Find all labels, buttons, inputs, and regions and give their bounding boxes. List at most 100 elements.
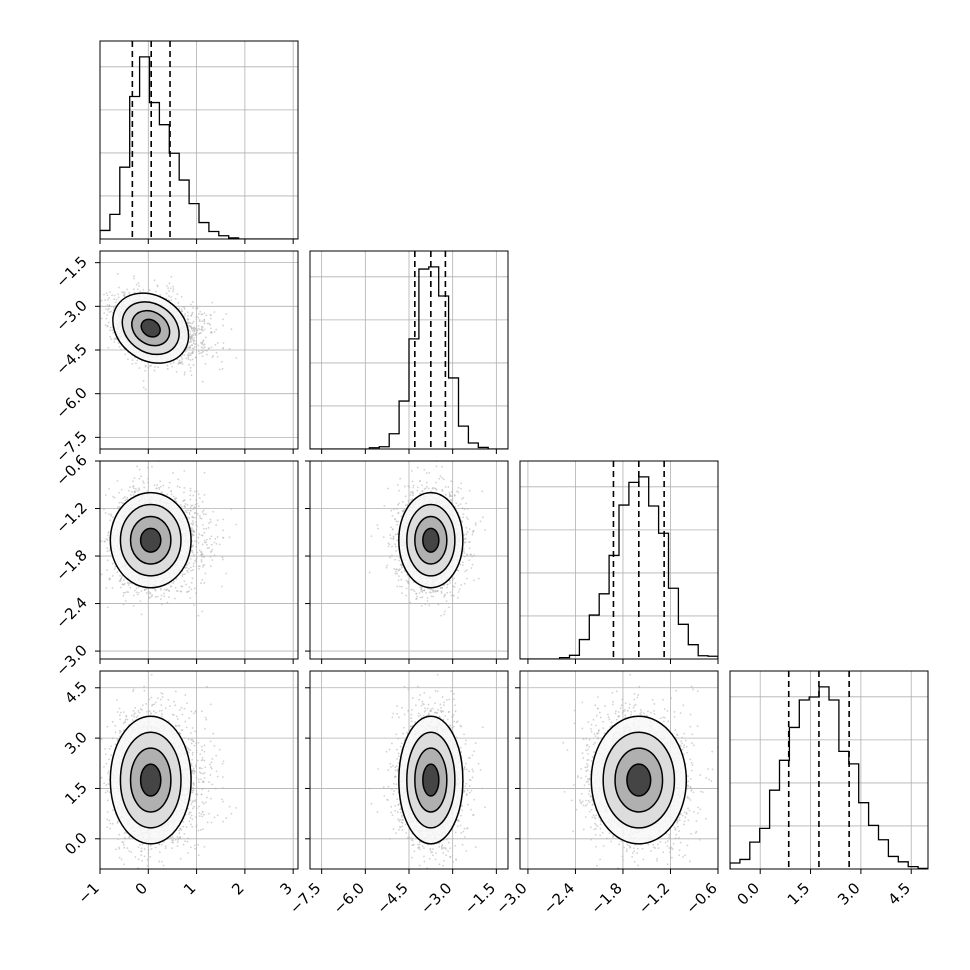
sample-point: [77, 286, 79, 288]
sample-point: [110, 338, 112, 340]
sample-point: [191, 569, 194, 571]
sample-point: [201, 320, 204, 323]
sample-point: [189, 597, 192, 599]
sample-point: [160, 588, 162, 591]
sample-point: [192, 494, 195, 497]
sample-point: [202, 350, 205, 352]
sample-point: [191, 344, 194, 347]
sample-point: [138, 367, 141, 369]
sample-point: [192, 342, 195, 344]
sample-point: [198, 497, 201, 500]
sample-point: [126, 581, 129, 584]
sample-point: [188, 513, 191, 516]
sample-point: [134, 491, 136, 494]
sample-point: [192, 508, 195, 511]
sample-point: [104, 540, 107, 543]
sample-point: [132, 288, 135, 291]
sample-point: [204, 336, 207, 339]
sample-point: [194, 521, 197, 524]
sample-point: [195, 331, 198, 334]
sample-point: [196, 329, 198, 332]
sample-point: [147, 481, 149, 484]
sample-point: [203, 471, 206, 474]
sample-point: [119, 586, 122, 589]
sample-point: [108, 311, 111, 313]
sample-point: [166, 493, 169, 496]
sample-point: [119, 578, 122, 581]
sample-point: [163, 595, 166, 598]
sample-point: [211, 548, 214, 551]
sample-point: [189, 489, 192, 492]
sample-point: [187, 321, 190, 324]
sample-point: [195, 545, 198, 548]
sample-point: [118, 501, 121, 504]
sample-point: [188, 562, 190, 565]
sample-point: [184, 313, 187, 315]
sample-point: [128, 582, 131, 585]
sample-point: [195, 561, 198, 564]
sample-point: [222, 536, 224, 539]
sample-point: [190, 337, 193, 339]
sample-point: [191, 301, 194, 303]
sample-point: [183, 573, 186, 576]
sample-point: [188, 341, 191, 344]
sample-point: [203, 493, 206, 496]
sample-point: [195, 499, 198, 501]
sample-point: [168, 290, 170, 292]
sample-point: [192, 327, 195, 329]
sample-point: [105, 537, 108, 540]
sample-point: [106, 304, 109, 307]
sample-point: [112, 307, 115, 309]
sample-point: [108, 487, 110, 490]
sample-point: [189, 366, 192, 369]
sample-point: [191, 358, 194, 361]
sample-point: [197, 325, 200, 327]
sample-point: [144, 388, 147, 391]
sample-point: [110, 515, 112, 517]
sample-point: [189, 487, 192, 490]
sample-point: [199, 517, 202, 519]
sample-point: [103, 293, 105, 296]
sample-point: [202, 347, 204, 349]
sample-point: [192, 562, 195, 565]
sample-point: [142, 386, 145, 389]
sample-point: [150, 595, 153, 598]
sample-point: [175, 371, 178, 373]
sample-point: [195, 490, 198, 492]
panel-2-0: [93, 458, 299, 664]
panel-frame: [99, 40, 299, 240]
sample-point: [158, 488, 161, 491]
sample-point: [133, 487, 135, 490]
sample-point: [211, 559, 214, 561]
sample-point: [96, 314, 98, 316]
sample-point: [183, 354, 186, 357]
sample-point: [160, 594, 163, 597]
sample-point: [193, 345, 196, 348]
sample-point: [167, 295, 170, 297]
sample-point: [191, 527, 194, 530]
sample-point: [191, 549, 194, 552]
sample-point: [201, 524, 204, 526]
sample-point: [209, 521, 212, 523]
sample-point: [188, 568, 190, 570]
sample-point: [172, 495, 175, 498]
sample-point: [207, 526, 210, 529]
sample-point: [161, 458, 163, 460]
sample-point: [215, 328, 218, 331]
sample-point: [131, 359, 134, 361]
sample-point: [93, 569, 95, 571]
sample-point: [202, 513, 205, 515]
sample-point: [194, 560, 196, 562]
sample-point: [145, 592, 148, 594]
sample-point: [196, 513, 199, 515]
sample-point: [197, 327, 200, 330]
sample-point: [106, 547, 109, 550]
sample-point: [195, 528, 198, 531]
sample-point: [163, 588, 166, 591]
sample-point: [204, 362, 207, 365]
sample-point: [142, 288, 145, 291]
sample-point: [201, 579, 204, 581]
sample-point: [187, 314, 189, 317]
sample-point: [195, 558, 197, 561]
sample-point: [140, 613, 143, 616]
